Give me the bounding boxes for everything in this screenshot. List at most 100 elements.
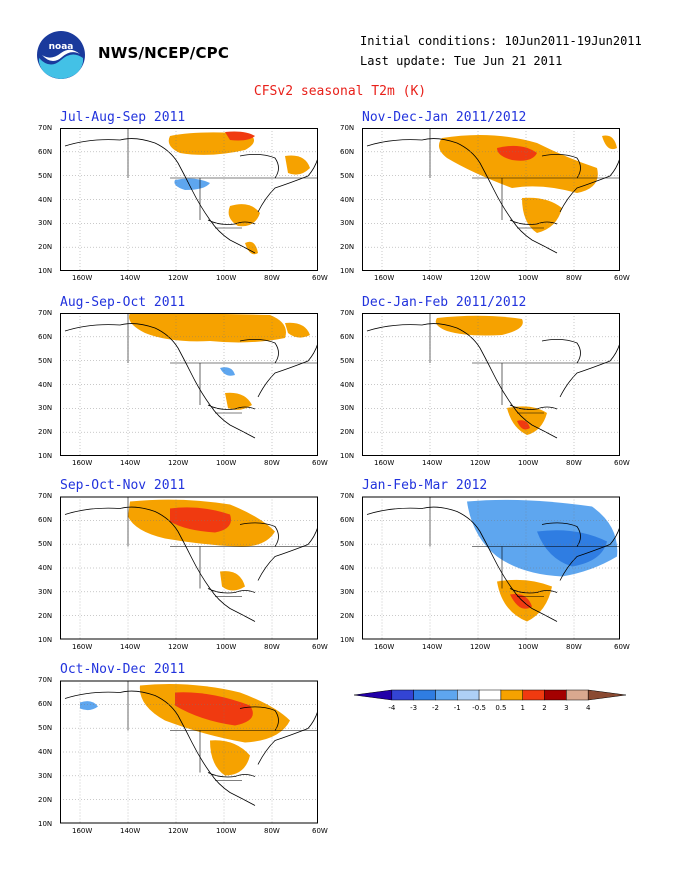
lon-tick-label: 140W [120, 459, 141, 467]
initial-conditions: Initial conditions: 10Jun2011-19Jun2011 [360, 34, 642, 48]
lat-tick-label: 70N [38, 492, 53, 500]
lat-tick-label: 10N [38, 267, 53, 275]
lon-tick-label: 100W [518, 643, 539, 651]
lat-tick-label: 10N [340, 636, 355, 644]
lat-tick-label: 10N [340, 267, 355, 275]
anomaly-region [245, 241, 258, 255]
lat-tick-label: 70N [38, 309, 53, 317]
forecast-map [362, 313, 620, 456]
colorbar-segment [478, 689, 502, 701]
lon-tick-label: 60W [312, 274, 328, 282]
panel-title: Nov-Dec-Jan 2011/2012 [362, 110, 527, 125]
lat-tick-label: 40N [38, 380, 53, 389]
lon-tick-label: 120W [470, 643, 491, 651]
lat-tick-label: 30N [340, 588, 355, 596]
lon-tick-label: 80W [264, 827, 280, 835]
anomaly-region [170, 507, 231, 533]
lon-tick-label: 100W [518, 459, 539, 467]
lat-tick-label: 50N [38, 171, 53, 180]
lon-tick-label: 140W [422, 643, 443, 651]
lat-tick-label: 50N [38, 724, 53, 732]
lat-tick-label: 60N [340, 516, 355, 524]
lon-tick-label: 140W [422, 459, 443, 467]
lon-tick-label: 80W [566, 459, 582, 467]
lon-tick-label: 120W [168, 827, 189, 835]
colorbar-label: 4 [586, 704, 591, 712]
coastline [64, 506, 318, 622]
anomaly-region [80, 701, 98, 711]
lat-tick-label: 70N [38, 676, 53, 684]
anomaly-region [129, 313, 286, 343]
lat-tick-label: 20N [38, 243, 53, 252]
lat-tick-label: 30N [340, 219, 355, 228]
page-title: CFSv2 seasonal T2m (K) [253, 84, 427, 99]
forecast-map [362, 128, 620, 271]
lat-tick-label: 30N [38, 772, 53, 780]
lat-tick-label: 60N [38, 332, 53, 341]
lat-tick-label: 40N [340, 195, 355, 204]
anomaly-region [602, 135, 617, 150]
lon-tick-label: 140W [120, 274, 141, 282]
coastline [64, 138, 318, 254]
coastline [366, 138, 620, 254]
forecast-map [60, 680, 318, 824]
panel-title: Sep-Oct-Nov 2011 [60, 478, 186, 493]
map-frame [362, 496, 620, 640]
panel-title: Dec-Jan-Feb 2011/2012 [362, 295, 527, 310]
lat-tick-label: 30N [340, 404, 355, 413]
colorbar-label: -1 [454, 704, 461, 712]
forecast-map [60, 128, 318, 271]
lon-tick-label: 120W [168, 274, 189, 282]
lat-tick-label: 50N [340, 540, 355, 548]
lon-tick-label: 60W [614, 274, 630, 282]
anomaly-region [517, 420, 530, 430]
lon-tick-label: 80W [264, 459, 280, 467]
colorbar-segment [587, 689, 627, 701]
lon-tick-label: 80W [264, 643, 280, 651]
map-frame [362, 128, 620, 271]
colorbar-segment [457, 689, 480, 701]
lon-tick-label: 120W [168, 643, 189, 651]
anomaly-region [510, 594, 532, 609]
noaa-logo-lettering: noaa [49, 42, 74, 52]
lon-tick-label: 140W [422, 274, 443, 282]
lat-tick-label: 40N [340, 564, 355, 572]
lat-tick-label: 30N [38, 588, 53, 596]
map-frame [362, 313, 620, 456]
anomaly-region [438, 134, 598, 193]
lat-tick-label: 60N [38, 700, 53, 708]
noaa-logo-icon: noaa [36, 30, 86, 80]
map-frame [60, 680, 318, 824]
lat-tick-label: 40N [38, 564, 53, 572]
colorbar-label: -3 [410, 704, 417, 712]
lon-tick-label: 120W [470, 274, 491, 282]
coastline [64, 690, 318, 806]
panel-title: Aug-Sep-Oct 2011 [60, 295, 186, 310]
lat-tick-label: 50N [340, 356, 355, 365]
lon-tick-label: 160W [72, 459, 93, 467]
map-frame [60, 313, 318, 456]
colorbar-segment [391, 689, 414, 701]
coastline [366, 506, 620, 622]
lat-tick-label: 70N [340, 492, 355, 500]
lat-tick-label: 40N [38, 748, 53, 756]
lon-tick-label: 160W [374, 459, 395, 467]
colorbar-segment [435, 689, 458, 701]
lat-tick-label: 40N [38, 195, 53, 204]
anomaly-region [497, 145, 537, 161]
lat-tick-label: 20N [340, 428, 355, 437]
anomaly-region [210, 740, 250, 776]
lat-tick-label: 10N [340, 452, 355, 460]
lon-tick-label: 120W [168, 459, 189, 467]
anomaly-region [220, 571, 245, 591]
colorbar-label: 1 [520, 704, 524, 712]
lon-tick-label: 100W [518, 274, 539, 282]
colorbar-segment [353, 689, 393, 701]
colorbar-label: -0.5 [472, 704, 486, 712]
lat-tick-label: 30N [38, 404, 53, 413]
lat-tick-label: 60N [340, 147, 355, 156]
lat-tick-label: 70N [340, 309, 355, 317]
lon-tick-label: 60W [312, 643, 328, 651]
lon-tick-label: 120W [470, 459, 491, 467]
lon-tick-label: 100W [216, 827, 237, 835]
